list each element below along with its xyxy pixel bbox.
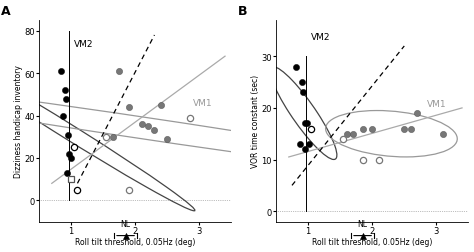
X-axis label: Roll tilt threshold, 0.05Hz (deg): Roll tilt threshold, 0.05Hz (deg) <box>312 237 432 246</box>
Text: B: B <box>237 5 247 18</box>
Text: NL: NL <box>120 219 130 228</box>
Text: NL: NL <box>357 219 367 228</box>
Text: VM2: VM2 <box>311 33 331 42</box>
Text: VM1: VM1 <box>427 100 447 108</box>
Y-axis label: Dizziness handicap inventory: Dizziness handicap inventory <box>14 65 23 178</box>
Text: VM2: VM2 <box>74 40 94 48</box>
X-axis label: Roll tilt threshold, 0.05Hz (deg): Roll tilt threshold, 0.05Hz (deg) <box>75 237 195 246</box>
Text: A: A <box>0 5 10 18</box>
Y-axis label: VOR time constant (sec): VOR time constant (sec) <box>251 75 260 168</box>
Text: VM1: VM1 <box>193 99 212 108</box>
